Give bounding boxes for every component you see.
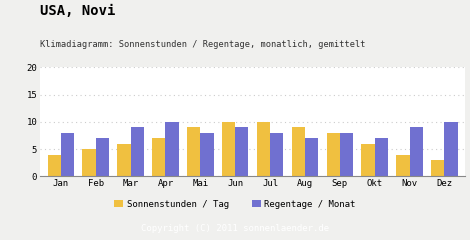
Bar [118,144,131,176]
Bar [409,127,423,176]
Bar [257,122,270,176]
Bar [396,155,409,176]
Text: Klimadiagramm: Sonnenstunden / Regentage, monatlich, gemittelt: Klimadiagramm: Sonnenstunden / Regentage… [40,40,366,49]
Bar [83,149,96,176]
Bar [305,138,318,176]
Bar [131,127,144,176]
Bar [152,138,165,176]
Text: Copyright (C) 2011 sonnenlaender.de: Copyright (C) 2011 sonnenlaender.de [141,224,329,233]
Bar [361,144,375,176]
Bar [431,160,444,176]
Bar [187,127,200,176]
Bar [327,133,340,176]
Legend: Sonnenstunden / Tag, Regentage / Monat: Sonnenstunden / Tag, Regentage / Monat [111,197,359,213]
Bar [165,122,179,176]
Bar [444,122,458,176]
Bar [340,133,353,176]
Bar [222,122,235,176]
Bar [375,138,388,176]
Bar [200,133,213,176]
Bar [292,127,305,176]
Bar [96,138,109,176]
Text: USA, Novi: USA, Novi [40,4,115,18]
Bar [47,155,61,176]
Bar [270,133,283,176]
Bar [235,127,249,176]
Bar [61,133,74,176]
